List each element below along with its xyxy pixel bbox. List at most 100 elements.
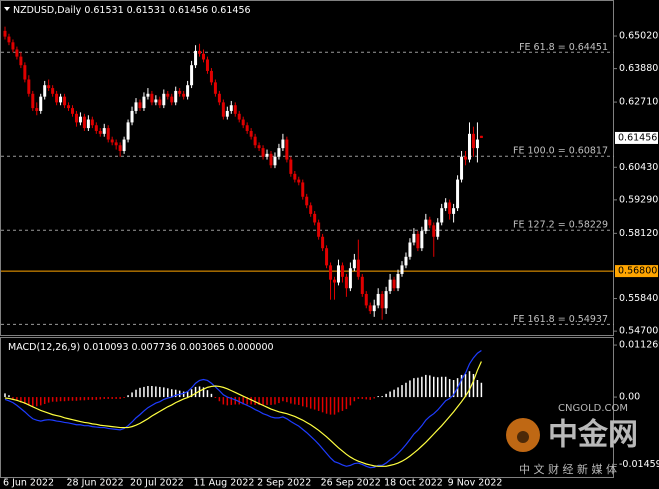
- macd-histogram-bar: [417, 377, 419, 398]
- candle-body: [396, 273, 400, 289]
- fibo-label: FE 100.0 = 0.60817: [513, 146, 608, 157]
- macd-histogram-bar: [87, 397, 90, 400]
- macd-line: [4, 361, 482, 467]
- candle-body: [31, 93, 35, 109]
- y-tick-label: 0.60430: [619, 162, 658, 173]
- macd-histogram-bar: [238, 397, 240, 405]
- candle-body: [162, 93, 166, 106]
- candle-body: [400, 265, 404, 274]
- y-tick-label: 0.58120: [619, 228, 658, 239]
- macd-histogram-bar: [167, 388, 169, 398]
- macd-histogram-bar: [222, 397, 225, 405]
- macd-histogram-bar: [163, 387, 165, 398]
- macd-histogram-bar: [242, 397, 244, 405]
- macd-histogram-bar: [151, 386, 153, 398]
- x-tick-label: 20 Jul 2022: [130, 478, 184, 489]
- x-tick-label: 11 Aug 2022: [194, 478, 255, 489]
- macd-histogram-bar: [313, 397, 316, 410]
- macd-histogram-bar: [262, 397, 264, 406]
- x-tick-label: 26 Sep 2022: [321, 478, 381, 489]
- candle-body: [293, 173, 297, 180]
- macd-histogram-bar: [36, 397, 38, 407]
- candle-body: [368, 305, 372, 312]
- candle-body: [261, 148, 265, 157]
- macd-histogram-bar: [12, 397, 14, 399]
- candle-body: [364, 293, 368, 306]
- fibo-label: FE 127.2 = 0.58229: [513, 220, 608, 231]
- candle-body: [11, 42, 15, 50]
- macd-histogram-bar: [59, 397, 62, 402]
- macd-histogram-bar: [28, 397, 30, 406]
- macd-histogram-bar: [170, 389, 173, 398]
- macd-histogram-bar: [385, 393, 387, 398]
- candle-body: [51, 88, 55, 94]
- watermark: CNGOLD.COM 中金网 中 文 财 经 新 媒 体: [506, 403, 638, 476]
- candle-body: [325, 248, 329, 266]
- macd-histogram-bar: [230, 397, 233, 405]
- candle-body: [344, 276, 348, 289]
- candle-body: [408, 242, 412, 257]
- current-price-box: [615, 131, 658, 144]
- price-line-box: [615, 265, 658, 278]
- macd-histogram-bar: [357, 397, 360, 399]
- price-panel-frame: [0, 0, 614, 336]
- macd-histogram-bar: [155, 386, 157, 398]
- candle-body: [114, 142, 118, 146]
- macd-histogram-bar: [131, 392, 133, 398]
- candle-body: [70, 108, 74, 114]
- macd-histogram-bar: [99, 397, 102, 400]
- macd-histogram-bar: [421, 376, 423, 398]
- macd-histogram-bar: [143, 386, 145, 398]
- x-tick-label: 28 Jun 2022: [67, 478, 124, 489]
- macd-histogram-bar: [341, 397, 344, 411]
- y-tick-label: 0.65020: [619, 31, 658, 42]
- macd-histogram-bar: [135, 389, 137, 398]
- candle-body: [209, 70, 213, 83]
- menu-arrow[interactable]: [4, 7, 10, 11]
- macd-histogram-bar: [186, 391, 189, 398]
- macd-histogram-bar: [47, 397, 50, 403]
- candle-body: [416, 233, 420, 249]
- macd-header: 0.010093 0.007736 0.003065 0.000000: [83, 342, 273, 353]
- macd-histogram-bar: [290, 397, 292, 404]
- candle-body: [39, 96, 43, 111]
- y-tick-label: 0.55840: [619, 293, 658, 304]
- macd-histogram-bar: [254, 397, 256, 405]
- macd-histogram-bar: [397, 387, 399, 398]
- macd-histogram-bar: [444, 376, 447, 398]
- candle-body: [289, 159, 293, 174]
- macd-histogram-bar: [429, 375, 431, 398]
- macd-histogram-bar: [321, 397, 324, 413]
- macd-histogram-bar: [433, 376, 435, 398]
- macd-histogram-bar: [286, 397, 288, 403]
- candle-body: [277, 148, 281, 157]
- x-tick-label: 9 Nov 2022: [448, 478, 503, 489]
- macd-histogram-bar: [16, 397, 18, 401]
- candle-body: [428, 219, 432, 226]
- watermark-tagline: 中 文 财 经 新 媒 体: [519, 462, 617, 476]
- x-tick-label: 18 Oct 2022: [384, 478, 443, 489]
- macd-histogram-bar: [381, 396, 383, 398]
- macd-histogram-bar: [139, 387, 141, 398]
- candle-body: [464, 156, 468, 160]
- macd-histogram-bar: [337, 397, 340, 413]
- candle-body: [217, 93, 221, 103]
- candle-body: [35, 108, 39, 111]
- candle-body: [257, 145, 261, 149]
- macd-histogram-bar: [8, 395, 10, 398]
- candle-body: [94, 125, 98, 131]
- candle-body: [380, 293, 384, 309]
- macd-histogram-bar: [294, 397, 296, 405]
- macd-histogram-bar: [103, 397, 105, 399]
- candle-body: [348, 268, 352, 289]
- macd-histogram-bar: [436, 377, 439, 398]
- candle-body: [329, 265, 333, 280]
- macd-panel-frame: [0, 337, 614, 478]
- candle-body: [412, 233, 416, 243]
- macd-histogram-bar: [278, 397, 280, 404]
- candle-body: [321, 236, 325, 249]
- macd-histogram-bar: [214, 397, 217, 398]
- macd-histogram-bar: [147, 386, 149, 398]
- macd-histogram-bar: [71, 397, 74, 401]
